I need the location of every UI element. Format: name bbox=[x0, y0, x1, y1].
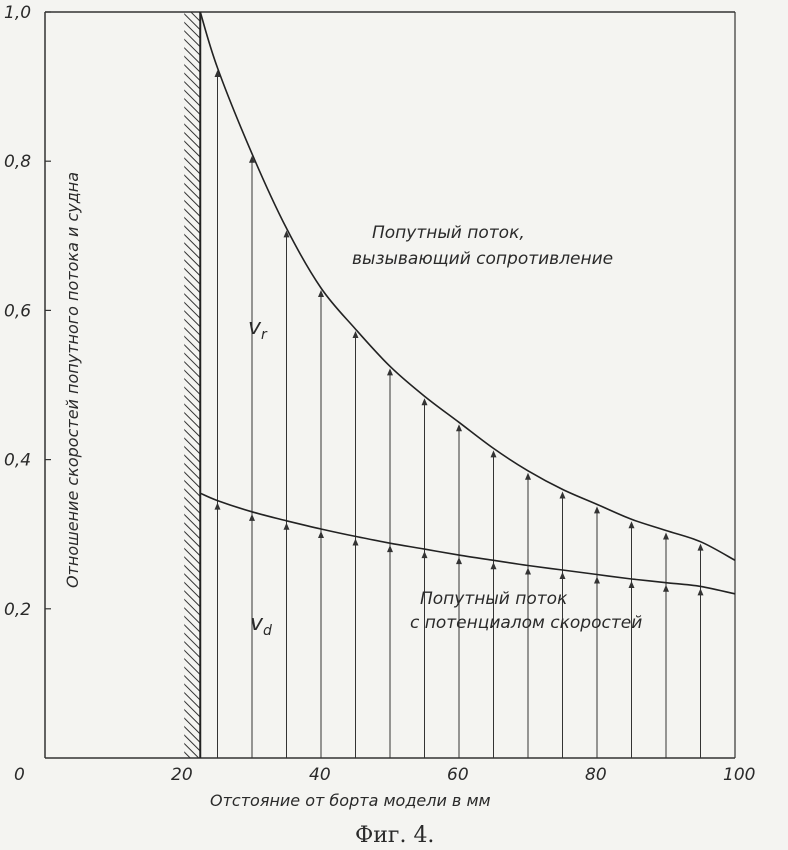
point-vr bbox=[663, 532, 669, 540]
annotation-vd-line1: Попутный поток bbox=[420, 589, 568, 609]
point-vd bbox=[318, 530, 324, 538]
point-vr bbox=[318, 290, 324, 298]
tick-labels: 0,2 0,4 0,6 0,8 1,0 0 20 40 60 80 100 bbox=[4, 3, 755, 785]
annotation-vr-line1: Попутный поток, bbox=[372, 223, 525, 243]
point-vd bbox=[594, 576, 600, 584]
point-vr bbox=[249, 155, 255, 163]
point-vr bbox=[628, 521, 635, 529]
x-tick-label: 20 bbox=[171, 765, 193, 785]
y-tick-label: 1,0 bbox=[4, 3, 31, 23]
point-vd bbox=[214, 502, 221, 510]
figure-caption: Фиг. 4. bbox=[355, 823, 434, 848]
point-vd bbox=[352, 538, 359, 546]
point-vr bbox=[697, 543, 704, 551]
x-tick-label: 0 bbox=[14, 765, 25, 785]
y-tick-label: 0,6 bbox=[4, 301, 31, 321]
point-vd bbox=[525, 567, 531, 575]
point-vr bbox=[456, 424, 462, 432]
point-vr bbox=[559, 491, 566, 499]
point-vd bbox=[421, 551, 428, 559]
point-vr bbox=[214, 69, 221, 77]
point-vr bbox=[387, 368, 393, 376]
curve-vr bbox=[199, 11, 736, 562]
x-tick-label: 40 bbox=[309, 765, 331, 785]
wall-hatch bbox=[184, 12, 201, 758]
hull-wall bbox=[184, 12, 202, 758]
velocity-arrows bbox=[217, 71, 701, 758]
y-tick-label: 0,4 bbox=[4, 451, 31, 471]
point-vr bbox=[490, 450, 497, 458]
point-vr bbox=[283, 230, 290, 238]
y-tick-label: 0,8 bbox=[4, 152, 31, 172]
data-points bbox=[214, 69, 704, 596]
point-vr bbox=[421, 398, 428, 406]
point-vd bbox=[387, 545, 393, 553]
point-vd bbox=[490, 562, 497, 570]
point-vr bbox=[594, 506, 600, 514]
x-tick-label: 80 bbox=[585, 765, 607, 785]
point-vd bbox=[628, 580, 635, 588]
point-vd bbox=[283, 522, 290, 530]
annotation-vr-line2: вызывающий сопротивление bbox=[352, 249, 613, 269]
symbol-vd: vd bbox=[250, 611, 272, 639]
y-axis-label: Отношение скоростей попутного потока и с… bbox=[63, 172, 82, 588]
y-tick-label: 0,2 bbox=[4, 600, 31, 620]
x-tick-label: 100 bbox=[723, 765, 755, 785]
curve-vd bbox=[199, 492, 736, 595]
point-vr bbox=[525, 472, 531, 480]
point-vd bbox=[663, 584, 669, 592]
curves bbox=[199, 11, 736, 595]
plot-area bbox=[44, 11, 736, 759]
point-vd bbox=[559, 572, 566, 580]
x-axis-label: Отстояние от борта модели в мм bbox=[210, 791, 491, 810]
annotation-vd-line2: с потенциалом скоростей bbox=[410, 613, 642, 633]
symbol-vr: vr bbox=[248, 315, 268, 343]
point-vd bbox=[697, 588, 704, 596]
point-vd bbox=[249, 513, 255, 521]
x-tick-label: 60 bbox=[447, 765, 469, 785]
point-vr bbox=[352, 331, 359, 339]
point-vd bbox=[456, 557, 462, 565]
